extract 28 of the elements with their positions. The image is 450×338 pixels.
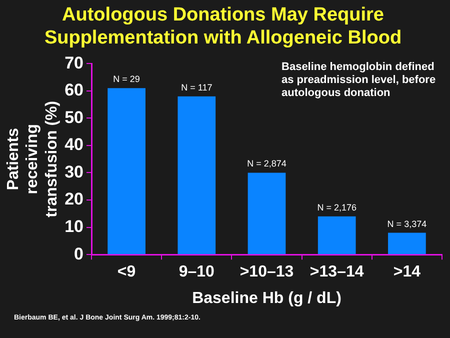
- x-axis-title: Baseline Hb (g / dL): [192, 290, 342, 307]
- annotation: N = 2,874: [247, 158, 286, 169]
- annotation: N = 2,176: [317, 202, 356, 212]
- y-tick-label: 50: [64, 108, 84, 127]
- x-tick-label: <9: [117, 264, 136, 281]
- text: Supplementation with Allogeneic Blood: [44, 27, 402, 48]
- x-tick-label: >10–13: [240, 264, 294, 281]
- y-tick-label: 60: [64, 80, 84, 100]
- bar: [318, 216, 356, 254]
- bar: [248, 172, 286, 254]
- y-tick-label: 0: [74, 244, 84, 264]
- bar: [388, 232, 426, 254]
- y-tick-label: 40: [64, 135, 84, 154]
- y-tick-label: 70: [64, 53, 84, 72]
- annotation: Baseline hemoglobin defined as preadmission level, before autologous donation: [282, 61, 436, 100]
- x-tick-label: 9–10: [178, 264, 215, 281]
- y-tick-label: 20: [64, 190, 84, 209]
- annotation: N = 3,374: [387, 218, 427, 229]
- annotation: N = 29: [113, 74, 140, 84]
- y-tick-label: 10: [64, 217, 84, 236]
- text: Autologous Donations May Require: [62, 4, 384, 26]
- bar: [108, 88, 146, 254]
- annotation: N = 117: [181, 82, 212, 92]
- bar: [178, 96, 216, 254]
- y-tick-label: 30: [64, 162, 84, 182]
- x-tick-label: >13–14: [310, 264, 364, 281]
- y-axis-title: Patients receiving transfusion (%): [5, 100, 60, 218]
- x-tick-label: >14: [393, 264, 421, 281]
